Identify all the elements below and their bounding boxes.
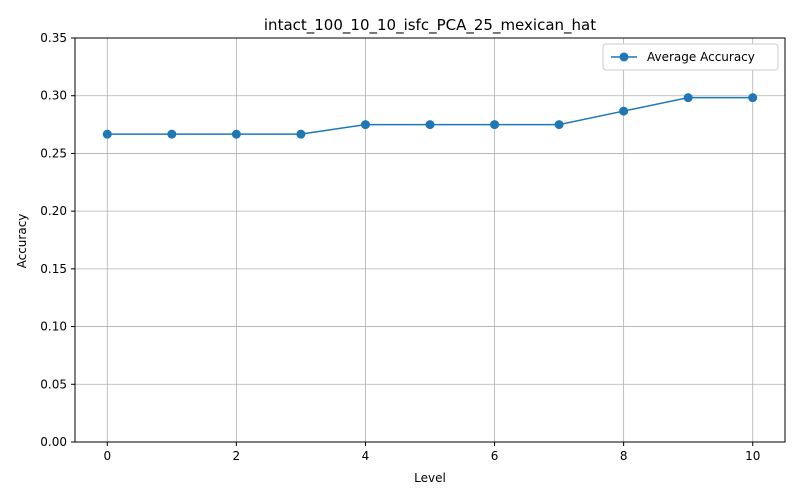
data-point-0-9 (683, 93, 693, 103)
data-point-0-2 (231, 129, 241, 139)
y-tick-label-7: 0.35 (40, 31, 67, 45)
data-point-0-1 (167, 129, 177, 139)
data-point-0-8 (619, 106, 629, 116)
chart-title: intact_100_10_10_isfc_PCA_25_mexican_hat (264, 16, 596, 35)
data-point-0-6 (490, 120, 500, 130)
y-tick-label-1: 0.05 (40, 377, 67, 391)
legend: Average Accuracy (602, 43, 779, 71)
data-point-0-4 (360, 120, 370, 130)
y-tick-label-5: 0.25 (40, 146, 67, 160)
data-point-0-10 (748, 93, 758, 103)
grid (75, 37, 785, 443)
y-axis-label: Accuracy (15, 214, 29, 269)
x-tick-label-3: 6 (491, 449, 499, 463)
legend-frame (602, 43, 779, 71)
x-tick-label-5: 10 (745, 449, 760, 463)
y-tick-label-3: 0.15 (40, 262, 67, 276)
y-tick-label-6: 0.30 (40, 89, 67, 103)
legend-label: Average Accuracy (647, 50, 755, 64)
y-tick-label-4: 0.20 (40, 204, 67, 218)
data-point-0-5 (425, 120, 435, 130)
data-point-0-0 (102, 129, 112, 139)
data-point-0-7 (554, 120, 564, 130)
x-tick-label-1: 2 (233, 449, 241, 463)
data-point-0-3 (296, 129, 306, 139)
y-tick-label-2: 0.10 (40, 320, 67, 334)
plot-frame (74, 37, 786, 443)
x-tick-label-4: 8 (620, 449, 628, 463)
axes (71, 37, 786, 446)
series-layer (102, 93, 758, 139)
x-tick-label-2: 4 (362, 449, 370, 463)
x-axis-label: Level (414, 471, 446, 485)
legend-marker-swatch (619, 52, 629, 62)
tick-labels: 0 2 4 6 8 10 0.00 0.05 0.10 0.15 0.20 0.25 0.30 0.35 (40, 31, 760, 463)
x-tick-label-0: 0 (103, 449, 111, 463)
y-tick-label-0: 0.00 (40, 435, 67, 449)
